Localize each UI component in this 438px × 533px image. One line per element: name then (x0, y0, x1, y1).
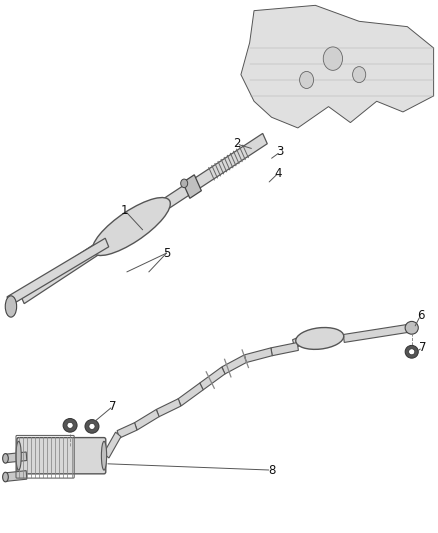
Ellipse shape (409, 349, 415, 355)
Text: 2: 2 (233, 138, 240, 150)
Ellipse shape (92, 198, 170, 255)
Text: 1: 1 (121, 204, 129, 217)
Ellipse shape (3, 472, 8, 482)
Polygon shape (6, 452, 27, 463)
Text: 6: 6 (417, 309, 424, 322)
Polygon shape (200, 367, 225, 390)
Ellipse shape (3, 454, 8, 463)
Ellipse shape (16, 441, 21, 470)
Polygon shape (222, 355, 247, 374)
Polygon shape (103, 432, 121, 458)
Polygon shape (20, 133, 267, 304)
Text: 3: 3 (277, 146, 284, 158)
Polygon shape (6, 471, 27, 481)
Ellipse shape (63, 418, 77, 432)
Circle shape (180, 179, 187, 188)
Ellipse shape (405, 321, 418, 334)
Circle shape (300, 71, 314, 88)
Text: 7: 7 (109, 400, 117, 413)
Polygon shape (117, 423, 137, 438)
FancyBboxPatch shape (17, 438, 106, 474)
Text: 4: 4 (274, 167, 282, 180)
Polygon shape (293, 337, 301, 348)
Text: 7: 7 (419, 341, 427, 354)
Circle shape (353, 67, 366, 83)
Text: 8: 8 (268, 464, 275, 477)
Circle shape (323, 47, 343, 70)
Polygon shape (134, 409, 159, 430)
Ellipse shape (89, 423, 95, 430)
Polygon shape (241, 5, 434, 128)
Polygon shape (244, 348, 272, 362)
Polygon shape (343, 324, 412, 342)
Text: 5: 5 (163, 247, 170, 260)
Ellipse shape (405, 345, 418, 358)
Ellipse shape (296, 328, 344, 349)
Polygon shape (7, 238, 109, 305)
Ellipse shape (67, 422, 73, 429)
Polygon shape (183, 175, 201, 198)
Ellipse shape (5, 296, 17, 317)
Polygon shape (156, 399, 181, 417)
Ellipse shape (102, 441, 107, 470)
Polygon shape (271, 343, 298, 356)
Polygon shape (178, 383, 203, 406)
Ellipse shape (85, 419, 99, 433)
